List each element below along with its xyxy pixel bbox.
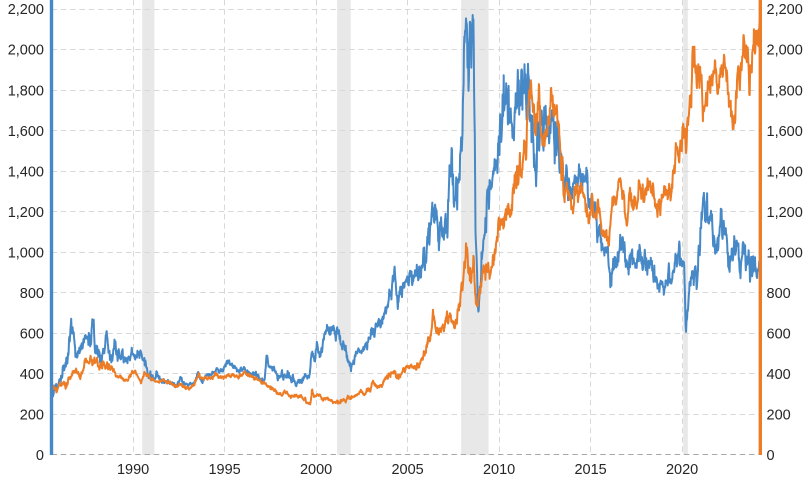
svg-text:600: 600 xyxy=(20,327,44,343)
svg-text:2005: 2005 xyxy=(391,462,423,478)
svg-text:200: 200 xyxy=(20,408,44,424)
svg-text:2,200: 2,200 xyxy=(8,2,44,18)
svg-text:1,400: 1,400 xyxy=(767,164,803,180)
svg-text:2,000: 2,000 xyxy=(8,43,44,59)
svg-text:2000: 2000 xyxy=(300,462,332,478)
svg-text:1,600: 1,600 xyxy=(767,124,803,140)
svg-text:200: 200 xyxy=(767,408,791,424)
svg-text:1,400: 1,400 xyxy=(8,164,44,180)
svg-text:2020: 2020 xyxy=(666,462,698,478)
svg-text:400: 400 xyxy=(767,367,791,383)
svg-text:2,000: 2,000 xyxy=(767,43,803,59)
svg-text:0: 0 xyxy=(767,448,775,464)
svg-text:2,200: 2,200 xyxy=(767,2,803,18)
svg-text:800: 800 xyxy=(20,286,44,302)
svg-text:1,000: 1,000 xyxy=(767,246,803,262)
svg-text:1995: 1995 xyxy=(208,462,240,478)
svg-text:800: 800 xyxy=(767,286,791,302)
svg-text:2015: 2015 xyxy=(574,462,606,478)
svg-text:1,800: 1,800 xyxy=(767,83,803,99)
svg-text:0: 0 xyxy=(36,448,44,464)
svg-text:1990: 1990 xyxy=(117,462,149,478)
svg-text:1,600: 1,600 xyxy=(8,124,44,140)
svg-text:1,200: 1,200 xyxy=(8,205,44,221)
svg-text:600: 600 xyxy=(767,327,791,343)
svg-text:1,200: 1,200 xyxy=(767,205,803,221)
svg-text:1,000: 1,000 xyxy=(8,246,44,262)
svg-text:400: 400 xyxy=(20,367,44,383)
svg-text:2010: 2010 xyxy=(483,462,515,478)
svg-text:1,800: 1,800 xyxy=(8,83,44,99)
